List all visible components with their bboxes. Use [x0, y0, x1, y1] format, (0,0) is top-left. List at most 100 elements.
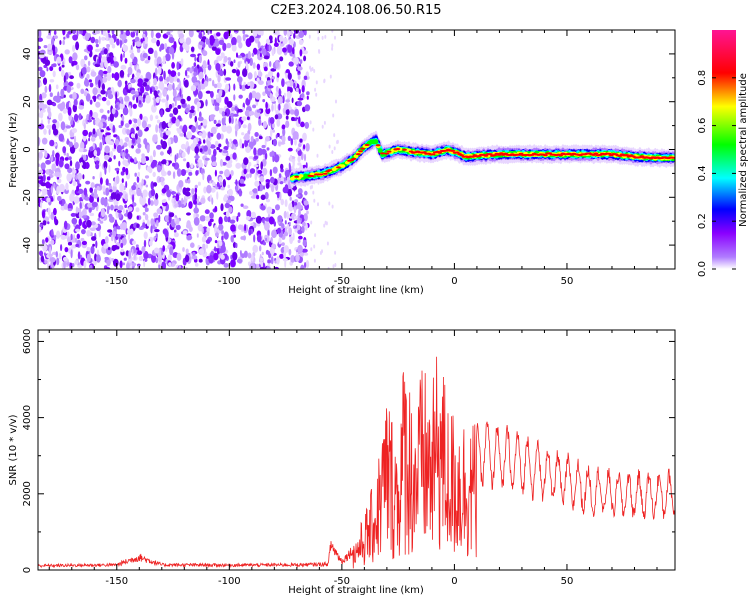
noise-blob	[158, 264, 161, 269]
noise-blob	[270, 248, 274, 256]
noise-blob	[267, 259, 271, 264]
noise-blob	[143, 251, 149, 260]
noise-blob	[153, 90, 158, 97]
noise-blob	[166, 76, 170, 82]
noise-blob	[295, 253, 300, 262]
noise-blob	[155, 233, 158, 239]
noise-blob	[84, 91, 87, 97]
noise-blob	[137, 129, 143, 138]
noise-blob	[250, 222, 254, 226]
noise-blob	[99, 48, 102, 52]
noise-blob	[122, 208, 125, 214]
noise-blob	[94, 63, 101, 68]
noise-blob	[106, 73, 112, 81]
noise-blob	[120, 53, 123, 62]
noise-blob	[196, 233, 199, 238]
noise-blob	[241, 116, 247, 122]
noise-blob	[150, 162, 156, 169]
noise-blob	[331, 204, 334, 209]
noise-blob	[131, 248, 134, 256]
noise-blob	[80, 30, 83, 35]
signal-track-blob	[487, 153, 493, 156]
noise-blob	[169, 113, 174, 118]
noise-blob	[63, 220, 68, 230]
noise-blob	[238, 94, 243, 99]
noise-blob	[301, 225, 305, 234]
noise-blob	[197, 181, 201, 186]
noise-blob	[263, 66, 268, 72]
noise-blob	[199, 148, 203, 153]
noise-blob	[334, 35, 336, 40]
noise-blob	[220, 133, 224, 140]
noise-blob	[107, 110, 110, 114]
noise-blob	[247, 82, 251, 86]
noise-blob	[166, 221, 170, 226]
noise-blob	[287, 147, 293, 152]
noise-blob	[167, 83, 173, 91]
noise-blob	[200, 197, 206, 204]
signal-track-blob	[470, 155, 476, 158]
noise-blob	[321, 124, 324, 129]
noise-blob	[258, 118, 262, 127]
x-tick-label: -50	[334, 576, 350, 587]
noise-blob	[253, 70, 257, 80]
noise-blob	[152, 134, 158, 143]
noise-blob	[46, 67, 49, 72]
noise-blob	[149, 114, 154, 122]
noise-blob	[289, 155, 293, 162]
noise-blob	[197, 90, 203, 100]
noise-blob	[190, 242, 195, 248]
noise-blob	[190, 163, 194, 169]
noise-blob	[150, 30, 154, 39]
noise-blob	[296, 100, 303, 107]
noise-blob	[272, 129, 275, 133]
noise-blob	[215, 63, 221, 71]
noise-blob	[297, 66, 303, 71]
noise-blob	[286, 224, 290, 230]
noise-blob	[185, 37, 192, 45]
noise-blob	[227, 57, 231, 61]
noise-blob	[266, 147, 270, 151]
noise-blob	[145, 71, 152, 81]
noise-blob	[61, 69, 65, 77]
noise-blob	[122, 159, 128, 166]
noise-blob	[279, 253, 284, 259]
noise-blob	[161, 170, 167, 177]
noise-blob	[202, 50, 208, 57]
noise-blob	[229, 219, 236, 224]
noise-blob	[103, 243, 109, 249]
noise-blob	[150, 225, 153, 234]
noise-blob	[272, 155, 275, 163]
noise-blob	[66, 173, 72, 182]
noise-blob	[165, 99, 169, 109]
noise-blob	[124, 57, 128, 64]
noise-blob	[304, 190, 308, 196]
noise-blob	[130, 53, 135, 59]
noise-blob	[192, 251, 196, 256]
noise-blob	[281, 135, 286, 143]
noise-blob	[153, 78, 158, 86]
noise-blob	[202, 60, 207, 69]
noise-blob	[194, 146, 199, 154]
noise-blob	[150, 218, 154, 226]
noise-blob	[146, 144, 150, 154]
noise-blob	[122, 166, 126, 173]
noise-blob	[127, 211, 133, 220]
noise-blob	[191, 76, 198, 84]
noise-blob	[266, 80, 272, 84]
signal-track-blob	[558, 154, 564, 157]
noise-blob	[275, 134, 278, 139]
noise-blob	[212, 181, 216, 187]
noise-blob	[334, 250, 337, 255]
noise-blob	[86, 161, 89, 169]
noise-blob	[98, 121, 104, 129]
noise-blob	[218, 240, 223, 247]
noise-blob	[81, 67, 87, 75]
noise-blob	[135, 148, 141, 154]
noise-blob	[119, 138, 124, 147]
noise-blob	[286, 91, 292, 99]
noise-blob	[64, 163, 70, 170]
colorbar-tick-label: 0.4	[697, 165, 708, 181]
noise-blob	[61, 101, 66, 110]
noise-blob	[333, 146, 336, 151]
